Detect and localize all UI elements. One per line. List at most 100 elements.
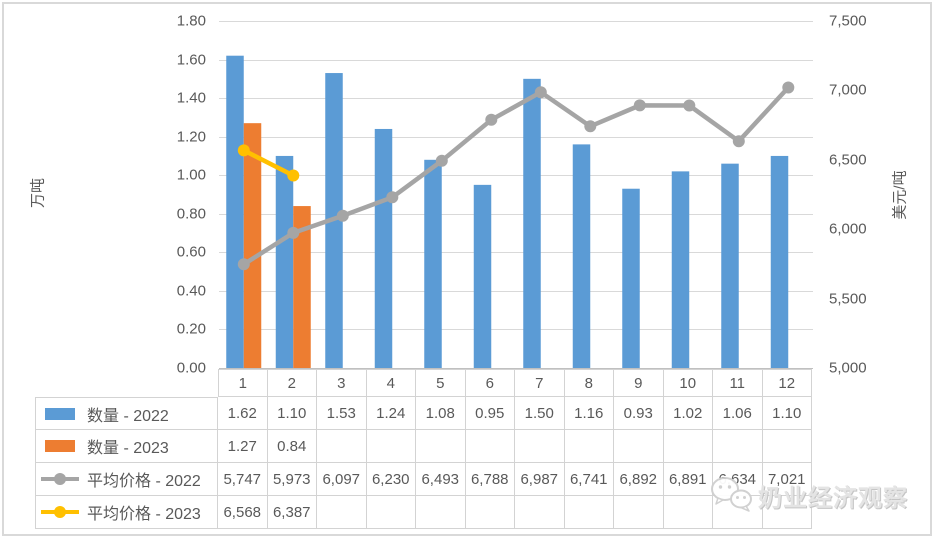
table-value-cell: 6,891 (663, 463, 713, 496)
bar-数量 - 2022-month-12 (770, 155, 789, 368)
left-axis-title: 万吨 (29, 177, 47, 209)
table-value-cell: 0.93 (614, 397, 664, 430)
left-axis-tick: 1.40 (176, 89, 206, 107)
bar-数量 - 2022-month-9 (622, 188, 640, 368)
bar-数量 - 2022-month-1 (226, 55, 244, 368)
table-value-cell: 6,493 (416, 463, 466, 496)
month-header-cell: 11 (713, 369, 763, 397)
legend-row-label: 数量 - 2022 (35, 397, 218, 430)
table-value-cell (317, 496, 367, 529)
month-header-cell: 1 (218, 369, 268, 397)
month-header-cell: 7 (515, 369, 565, 397)
table-value-cell (663, 496, 713, 529)
table-value-cell: 1.62 (218, 397, 268, 430)
table-value-cell (762, 430, 812, 463)
bar-数量 - 2022-month-11 (721, 163, 739, 368)
marker-平均价格 - 2022-point-12 (782, 81, 795, 94)
legend-label-text: 数量 - 2022 (87, 407, 169, 425)
legend-label-text: 平均价格 - 2023 (87, 506, 201, 523)
table-corner-cell (35, 369, 218, 397)
month-header-cell: 5 (416, 369, 466, 397)
table-value-cell: 0.95 (465, 397, 515, 430)
left-axis-tick: 0.60 (176, 243, 206, 261)
table-value-cell (366, 496, 416, 529)
month-header-cell: 12 (762, 369, 812, 397)
table-value-cell: 1.06 (713, 397, 763, 430)
legend-row-label: 平均价格 - 2023 (35, 496, 218, 529)
marker-平均价格 - 2022-point-11 (732, 135, 745, 148)
month-header-cell: 10 (663, 369, 713, 397)
table-value-cell (515, 496, 565, 529)
marker-平均价格 - 2022-point-10 (683, 99, 696, 112)
table-value-cell: 5,973 (267, 463, 317, 496)
table-value-cell (713, 430, 763, 463)
marker-平均价格 - 2022-point-7 (534, 86, 547, 99)
table-value-cell (465, 496, 515, 529)
legend-line-key (41, 473, 79, 485)
legend-label-text: 数量 - 2023 (87, 440, 169, 457)
right-axis-tick: 5,500 (829, 290, 867, 308)
table-value-cell (762, 496, 812, 529)
right-axis-tick: 6,500 (829, 151, 867, 169)
table-value-cell: 1.10 (762, 397, 812, 430)
table-value-cell: 1.02 (663, 397, 713, 430)
table-value-cell (564, 496, 614, 529)
right-axis-tick: 5,000 (829, 359, 867, 377)
left-axis-tick: 0.80 (176, 205, 206, 223)
table-value-cell: 1.10 (267, 397, 317, 430)
table-value-cell (663, 430, 713, 463)
table-value-cell: 1.08 (416, 397, 466, 430)
month-header-cell: 3 (317, 369, 367, 397)
table-value-cell (713, 496, 763, 529)
legend-line-key (41, 506, 79, 518)
plot-area (219, 21, 813, 369)
legend-row-label: 数量 - 2023 (35, 430, 218, 463)
month-header-cell: 8 (564, 369, 614, 397)
bar-数量 - 2022-month-10 (671, 171, 690, 368)
marker-平均价格 - 2022-point-6 (485, 113, 498, 126)
bar-数量 - 2022-month-5 (424, 159, 442, 368)
table-value-cell: 7,021 (762, 463, 812, 496)
table-value-cell: 6,987 (515, 463, 565, 496)
table-value-cell (614, 496, 664, 529)
marker-平均价格 - 2023-point-1 (237, 144, 250, 157)
table-value-cell: 1.53 (317, 397, 367, 430)
table-value-cell: 6,387 (267, 496, 317, 529)
legend-label-text: 平均价格 - 2022 (87, 473, 201, 490)
table-value-cell (465, 430, 515, 463)
left-axis-tick: 0.00 (176, 359, 206, 377)
data-table: 1 2 3 4 5 6 7 8 9 10 11 12 数量 - 2022 1.62 1.10 1.53 1.24… (35, 369, 812, 529)
bar-数量 - 2023-month-1 (243, 123, 262, 368)
table-value-cell: 6,741 (564, 463, 614, 496)
legend-bar-key (45, 407, 75, 420)
right-axis-title: 美元/吨 (891, 170, 909, 220)
bar-数量 - 2022-month-6 (473, 184, 492, 368)
month-header-cell: 2 (267, 369, 317, 397)
bar-数量 - 2023-month-2 (293, 206, 311, 368)
left-axis-tick: 1.20 (176, 128, 206, 146)
left-axis-tick: 0.20 (176, 320, 206, 338)
table-value-cell: 0.84 (267, 430, 317, 463)
table-value-cell (416, 430, 466, 463)
marker-平均价格 - 2022-point-3 (336, 209, 349, 222)
left-axis-tick: 1.00 (176, 166, 206, 184)
left-axis-tick: 0.40 (176, 282, 206, 300)
marker-平均价格 - 2022-point-4 (386, 191, 399, 204)
line-平均价格 - 2023 (241, 148, 296, 178)
marker-平均价格 - 2022-point-1 (237, 258, 250, 271)
right-axis-tick: 6,000 (829, 220, 867, 238)
month-header-cell: 4 (366, 369, 416, 397)
marker-平均价格 - 2022-point-9 (633, 99, 646, 112)
legend-bar-key (45, 440, 75, 452)
table-value-cell: 6,634 (713, 463, 763, 496)
month-header-cell: 9 (614, 369, 664, 397)
table-value-cell: 1.16 (564, 397, 614, 430)
marker-平均价格 - 2023-point-2 (287, 169, 300, 182)
bar-数量 - 2022-month-7 (523, 78, 541, 368)
bar-数量 - 2022-month-4 (374, 128, 393, 368)
table-value-cell (564, 430, 614, 463)
table-value-cell: 6,097 (317, 463, 367, 496)
table-value-cell (317, 430, 367, 463)
marker-平均价格 - 2022-point-8 (584, 120, 597, 133)
right-axis-tick: 7,500 (829, 12, 867, 30)
